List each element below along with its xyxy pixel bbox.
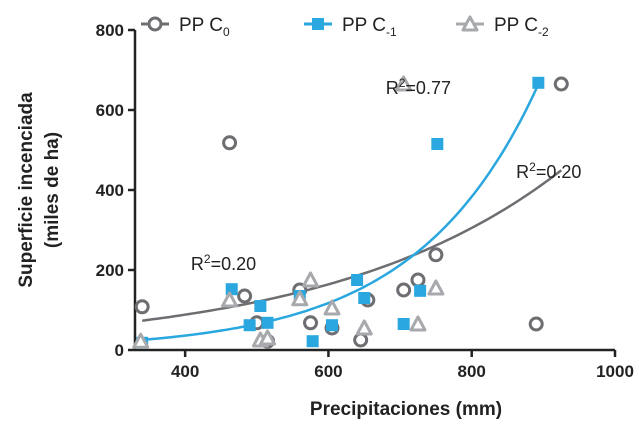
r2-annotation: R2=0.20	[516, 160, 581, 182]
legend: PP C0 PP C-1 PP C-2	[141, 15, 549, 39]
legend-entry: PP C-1	[304, 15, 397, 39]
x-tick-label: 1000	[596, 362, 634, 381]
data-point-circle	[303, 315, 319, 331]
data-point-square	[225, 283, 238, 296]
data-point-circle	[353, 332, 369, 348]
trend-line-0	[142, 169, 563, 322]
y-tick-label: 800	[96, 21, 124, 40]
data-point-triangle	[395, 75, 413, 92]
data-point-square	[261, 316, 274, 329]
data-point-square	[306, 335, 319, 348]
data-point-circle	[134, 299, 150, 315]
data-point-square	[358, 292, 371, 304]
data-point-triangle	[409, 315, 427, 332]
axes: 0 200 400 600 800 400 600 800 1000	[96, 21, 634, 381]
x-tick-label: 800	[458, 362, 486, 381]
data-point-triangle	[302, 271, 320, 288]
data-point-circle	[553, 76, 569, 92]
data-point-triangle	[291, 290, 309, 307]
data-point-triangle	[259, 329, 277, 346]
trend-lines	[142, 80, 563, 342]
legend-label: PP C0	[179, 15, 230, 39]
data-point-square	[431, 138, 444, 150]
y-tick-label: 600	[96, 101, 124, 120]
data-point-circle	[222, 135, 238, 151]
data-point-triangle	[132, 332, 150, 349]
legend-marker-square	[312, 18, 324, 30]
r2-annotation: R2=0.20	[191, 252, 256, 274]
trend-line-1	[142, 80, 541, 342]
data-point-circle	[396, 282, 412, 298]
legend-marker-triangle	[461, 15, 479, 32]
data-points	[132, 75, 569, 349]
legend-label: PP C-2	[494, 15, 549, 39]
data-point-square	[351, 274, 364, 286]
r2-annotation: R2=0.77	[386, 76, 451, 98]
y-tick-label: 200	[96, 261, 124, 280]
data-point-triangle	[355, 319, 373, 336]
y-axis-title-line1: Superficie incenciada	[16, 92, 37, 288]
x-tick-label: 400	[171, 362, 199, 381]
y-axis-title-line2: (miles de ha)	[42, 132, 63, 248]
legend-marker-circle	[147, 16, 163, 32]
legend-entry: PP C-2	[456, 15, 549, 39]
data-point-triangle	[323, 299, 341, 316]
data-point-circle	[528, 316, 544, 332]
data-point-circle	[428, 247, 444, 263]
x-tick-label: 600	[314, 362, 342, 381]
data-point-square	[243, 319, 256, 332]
data-point-square	[414, 284, 427, 297]
data-point-square	[532, 76, 545, 89]
data-point-triangle	[427, 279, 445, 296]
data-point-square	[397, 318, 410, 330]
data-point-square	[254, 300, 267, 312]
x-axis-title: Precipitaciones (mm)	[310, 399, 502, 420]
legend-entry: PP C0	[141, 15, 230, 39]
data-point-circle	[237, 288, 253, 304]
legend-label: PP C-1	[342, 15, 397, 39]
data-point-circle	[410, 272, 426, 288]
data-point-square	[326, 319, 339, 332]
y-tick-label: 400	[96, 181, 124, 200]
data-point-triangle	[221, 291, 239, 308]
annotations: R2=0.77 R2=0.20 R2=0.20	[191, 76, 581, 274]
y-tick-label: 0	[115, 341, 124, 360]
